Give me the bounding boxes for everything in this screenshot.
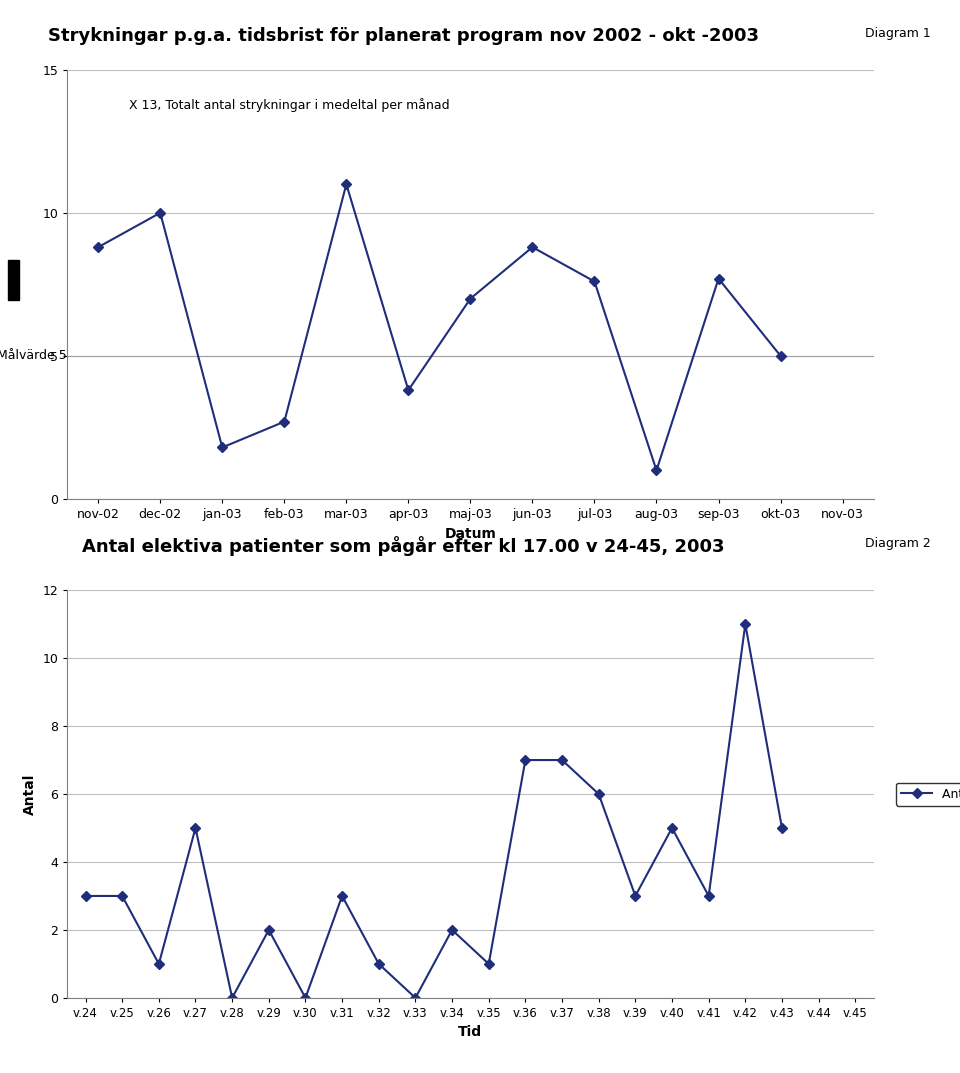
Text: Diagram 2: Diagram 2 [866, 536, 931, 549]
Text: Strykningar p.g.a. tidsbrist för planerat program nov 2002 - okt -2003: Strykningar p.g.a. tidsbrist för planera… [48, 27, 758, 45]
Antal pat [483, 957, 494, 970]
Antal pat [446, 924, 458, 937]
Antal pat [630, 890, 641, 902]
Antal pat [373, 957, 385, 970]
Antal pat [410, 991, 421, 1004]
Text: Målvärde 5: Målvärde 5 [0, 350, 67, 363]
Text: Diagram 1: Diagram 1 [866, 27, 931, 40]
Antal pat [263, 924, 275, 937]
Legend: Antal pat: Antal pat [896, 782, 960, 806]
Antal pat [227, 991, 238, 1004]
Antal pat [153, 957, 164, 970]
Y-axis label: Antal: Antal [23, 774, 36, 814]
Antal pat [777, 822, 788, 835]
Antal pat [593, 788, 605, 800]
Antal pat [556, 753, 567, 766]
Text: X 13, Totalt antal strykningar i medeltal per månad: X 13, Totalt antal strykningar i medelta… [130, 99, 450, 113]
Antal pat [703, 890, 714, 902]
X-axis label: Tid: Tid [458, 1026, 483, 1040]
Text: Antal elektiva patienter som pågår efter kl 17.00 v 24-45, 2003: Antal elektiva patienter som pågår efter… [82, 536, 725, 557]
Antal pat [190, 822, 202, 835]
Antal pat [116, 890, 128, 902]
Line: Antal pat: Antal pat [82, 620, 785, 1001]
Antal pat [336, 890, 348, 902]
X-axis label: Datum: Datum [444, 527, 496, 541]
Antal pat [739, 618, 751, 631]
Antal pat [300, 991, 311, 1004]
Antal pat [519, 753, 531, 766]
Antal pat [80, 890, 91, 902]
Antal pat [666, 822, 678, 835]
